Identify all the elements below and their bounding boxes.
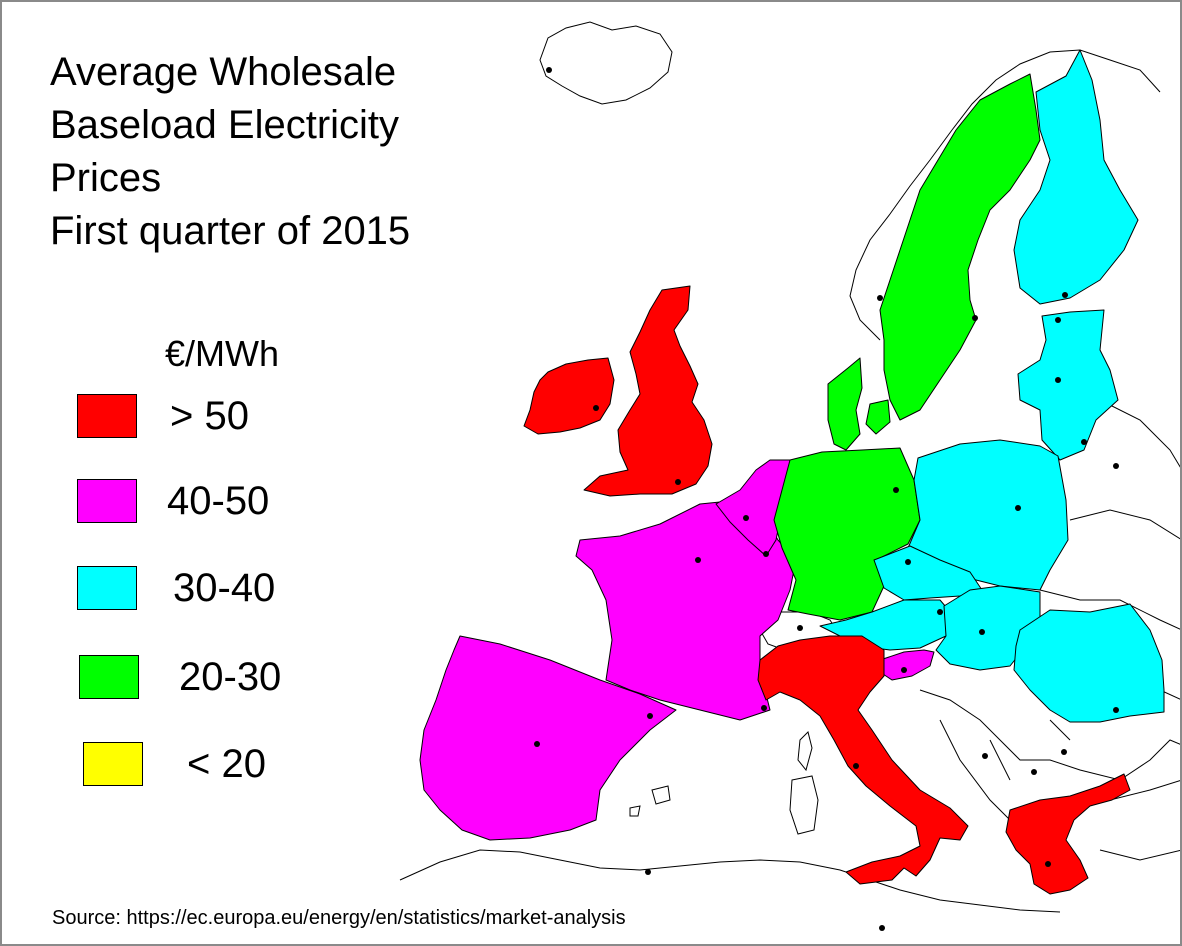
norway-coast-outline	[849, 49, 1161, 341]
title-line: Prices	[50, 156, 162, 200]
legend-label: 20-30	[179, 655, 282, 699]
capital-dot	[1055, 377, 1061, 383]
map-title: Average Wholesale Baseload Electricity P…	[50, 46, 410, 258]
countries	[419, 49, 1165, 895]
capital-dot	[534, 741, 540, 747]
capital-dot	[797, 625, 803, 631]
capital-dot	[1062, 292, 1068, 298]
legend-swatch-red	[77, 394, 137, 438]
capital-dot	[937, 609, 943, 615]
sweden-norway-region	[879, 73, 1041, 421]
capital-dot	[1113, 707, 1119, 713]
capital-dot	[645, 869, 651, 875]
north-africa-outline	[399, 849, 1061, 913]
capital-dots	[534, 67, 1119, 931]
balearic-outline	[629, 785, 671, 817]
capital-dot	[982, 753, 988, 759]
legend-swatch-magenta	[77, 479, 137, 523]
capital-dot	[1061, 749, 1067, 755]
capital-dot	[763, 551, 769, 557]
denmark-region	[827, 357, 891, 451]
capital-dot	[743, 515, 749, 521]
coastline-outlines	[399, 21, 1182, 913]
capital-dot	[901, 667, 907, 673]
capital-dot	[761, 705, 767, 711]
legend-swatch-cyan	[77, 566, 137, 610]
ireland-region	[523, 357, 615, 435]
capital-dot	[546, 67, 552, 73]
capital-dot	[905, 559, 911, 565]
legend-label: 30-40	[173, 566, 276, 610]
legend-label: < 20	[187, 742, 266, 786]
sardinia-outline	[789, 775, 819, 835]
italy-region	[757, 635, 969, 885]
turkey-outline	[1099, 779, 1182, 861]
legend-label: 40-50	[167, 479, 270, 523]
baltics-region	[1017, 309, 1119, 461]
capital-dot	[1045, 861, 1051, 867]
capital-dot	[972, 315, 978, 321]
capital-dot	[893, 487, 899, 493]
united-kingdom-region	[583, 285, 713, 497]
balkans-outline	[919, 689, 1182, 821]
greece-region	[1005, 773, 1131, 895]
finland-region	[1013, 49, 1139, 305]
title-line: Average Wholesale	[50, 50, 397, 94]
romania-region	[1013, 603, 1165, 723]
eastern-borders	[1039, 399, 1182, 701]
capital-dot	[1113, 463, 1119, 469]
legend-swatch-yellow	[83, 742, 143, 786]
title-line: First quarter of 2015	[50, 209, 411, 253]
corsica-outline	[797, 731, 813, 772]
spain-portugal-region	[419, 635, 677, 841]
capital-dot	[1015, 505, 1021, 511]
capital-dot	[1031, 769, 1037, 775]
capital-dot	[879, 925, 885, 931]
capital-dot	[1055, 317, 1061, 323]
poland-region	[907, 439, 1069, 591]
capital-dot	[1081, 439, 1087, 445]
legend-label: > 50	[170, 394, 249, 438]
capital-dot	[593, 405, 599, 411]
source-note: Source: https://ec.europa.eu/energy/en/s…	[52, 907, 626, 929]
capital-dot	[877, 295, 883, 301]
capital-dot	[853, 763, 859, 769]
legend-unit: €/MWh	[165, 333, 280, 374]
iceland-outline	[539, 21, 673, 105]
title-line: Baseload Electricity	[50, 103, 400, 147]
capital-dot	[695, 557, 701, 563]
capital-dot	[675, 479, 681, 485]
capital-dot	[647, 713, 653, 719]
capital-dot	[979, 629, 985, 635]
legend-swatch-green	[79, 655, 139, 699]
germany-region	[773, 447, 921, 621]
